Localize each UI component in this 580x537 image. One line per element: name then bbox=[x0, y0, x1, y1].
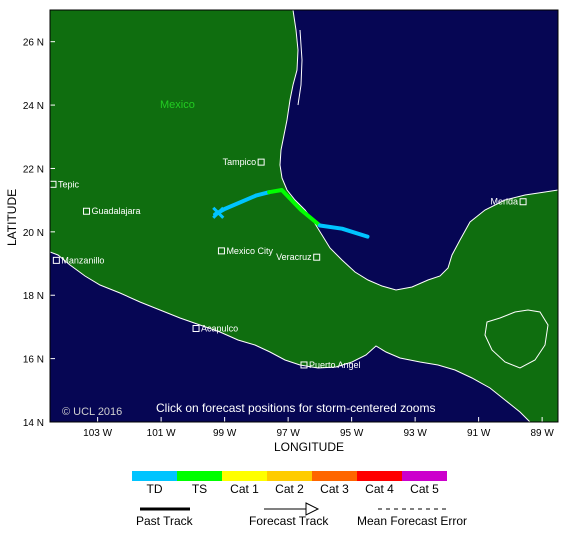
legend-swatch-cat-1 bbox=[222, 471, 267, 481]
city-label: Veracruz bbox=[276, 252, 312, 262]
city-mexico-city: Mexico City bbox=[217, 246, 273, 256]
map-plot-area[interactable]: Tampico Tepic Guadalajara Merida Mexico City… bbox=[49, 9, 559, 423]
coastline-outline bbox=[50, 10, 558, 422]
legend-label: TS bbox=[192, 482, 207, 496]
legend-label: Cat 2 bbox=[275, 482, 304, 496]
legend-swatch-cat-4 bbox=[357, 471, 402, 481]
city-guadalajara: Guadalajara bbox=[83, 206, 141, 216]
coastline bbox=[50, 10, 558, 422]
x-tick-label: 97 W bbox=[276, 428, 300, 439]
cities-layer: Tampico Tepic Guadalajara Merida Mexico City… bbox=[49, 157, 527, 370]
city-veracruz: Veracruz bbox=[276, 252, 321, 262]
x-tick-label: 91 W bbox=[467, 428, 491, 439]
map-frame bbox=[49, 9, 559, 423]
city-label: Guadalajara bbox=[92, 206, 141, 216]
city-marker bbox=[52, 256, 60, 264]
landmass bbox=[50, 10, 558, 422]
legend-swatch-cat-2 bbox=[267, 471, 312, 481]
y-tick-label: 14 N bbox=[23, 418, 44, 429]
city-acapulco: Acapulco bbox=[192, 324, 238, 334]
city-marker bbox=[192, 325, 200, 333]
y-tick-label: 18 N bbox=[23, 291, 44, 302]
axis-labels: 103 W 101 W 99 W 97 W 95 W 93 W 91 W 89 W 14 N 16… bbox=[23, 38, 554, 439]
city-tampico: Tampico bbox=[223, 157, 265, 167]
city-label: Acapulco bbox=[201, 324, 238, 334]
x-tick-label: 93 W bbox=[403, 428, 427, 439]
city-label: Merida bbox=[491, 197, 519, 207]
x-tick-label: 101 W bbox=[147, 428, 176, 439]
y-tick-label: 24 N bbox=[23, 101, 44, 112]
city-label: Manzanillo bbox=[61, 255, 104, 265]
mean-forecast-error-label: Mean Forecast Error bbox=[357, 514, 467, 528]
y-tick-label: 26 N bbox=[23, 38, 44, 49]
legend-swatch-ts bbox=[177, 471, 222, 481]
city-marker bbox=[83, 207, 91, 215]
city-merida: Merida bbox=[491, 197, 527, 207]
line-style-legend: Past Track Forecast Track Mean Forecast … bbox=[136, 502, 467, 528]
country-label-mexico: Mexico bbox=[160, 99, 195, 111]
barrier-island bbox=[297, 29, 303, 106]
legend-label: Cat 4 bbox=[365, 482, 394, 496]
coastline-outline bbox=[484, 309, 549, 369]
legend-label: Cat 3 bbox=[320, 482, 349, 496]
current-position-icon[interactable] bbox=[212, 206, 225, 219]
legend-label: TD bbox=[147, 482, 163, 496]
city-marker bbox=[257, 158, 265, 166]
city-marker bbox=[519, 198, 527, 206]
x-tick-label: 103 W bbox=[83, 428, 112, 439]
x-tick-label: 99 W bbox=[213, 428, 237, 439]
city-marker bbox=[300, 361, 308, 369]
city-label: Puerto Angel bbox=[309, 360, 361, 370]
legend-label: Cat 1 bbox=[230, 482, 259, 496]
city-puerto-angel: Puerto Angel bbox=[300, 360, 361, 370]
x-tick-label: 95 W bbox=[340, 428, 364, 439]
city-label: Tampico bbox=[223, 157, 257, 167]
credit-label: © UCL 2016 bbox=[62, 406, 122, 418]
track-segment-ts[interactable] bbox=[267, 188, 322, 228]
intensity-legend: TD TS Cat 1 Cat 2 Cat 3 Cat 4 Cat 5 bbox=[132, 471, 447, 496]
track-segment-td[interactable] bbox=[317, 223, 370, 239]
y-tick-label: 20 N bbox=[23, 228, 44, 239]
land-mexico bbox=[50, 10, 558, 422]
storm-track[interactable] bbox=[212, 188, 370, 239]
x-tick-label: 89 W bbox=[530, 428, 554, 439]
forecast-arrow-head bbox=[305, 502, 320, 516]
forecast-track-label: Forecast Track bbox=[249, 514, 329, 528]
x-axis-title: LONGITUDE bbox=[274, 440, 344, 454]
land-belize-coast bbox=[485, 310, 548, 368]
city-manzanillo: Manzanillo bbox=[52, 255, 104, 265]
city-label: Tepic bbox=[58, 179, 80, 189]
forecast-click-note: Click on forecast positions for storm-ce… bbox=[156, 401, 435, 415]
legend-swatch-cat-5 bbox=[402, 471, 447, 481]
y-tick-label: 16 N bbox=[23, 355, 44, 366]
legend-swatch-td bbox=[132, 471, 177, 481]
y-tick-label: 22 N bbox=[23, 164, 44, 175]
city-label: Mexico City bbox=[226, 246, 273, 256]
y-axis-title: LATITUDE bbox=[5, 189, 19, 246]
legend-label: Cat 5 bbox=[410, 482, 439, 496]
past-track-label: Past Track bbox=[136, 514, 194, 528]
legend-swatch-cat-3 bbox=[312, 471, 357, 481]
city-marker bbox=[217, 247, 225, 255]
city-marker bbox=[313, 253, 321, 261]
